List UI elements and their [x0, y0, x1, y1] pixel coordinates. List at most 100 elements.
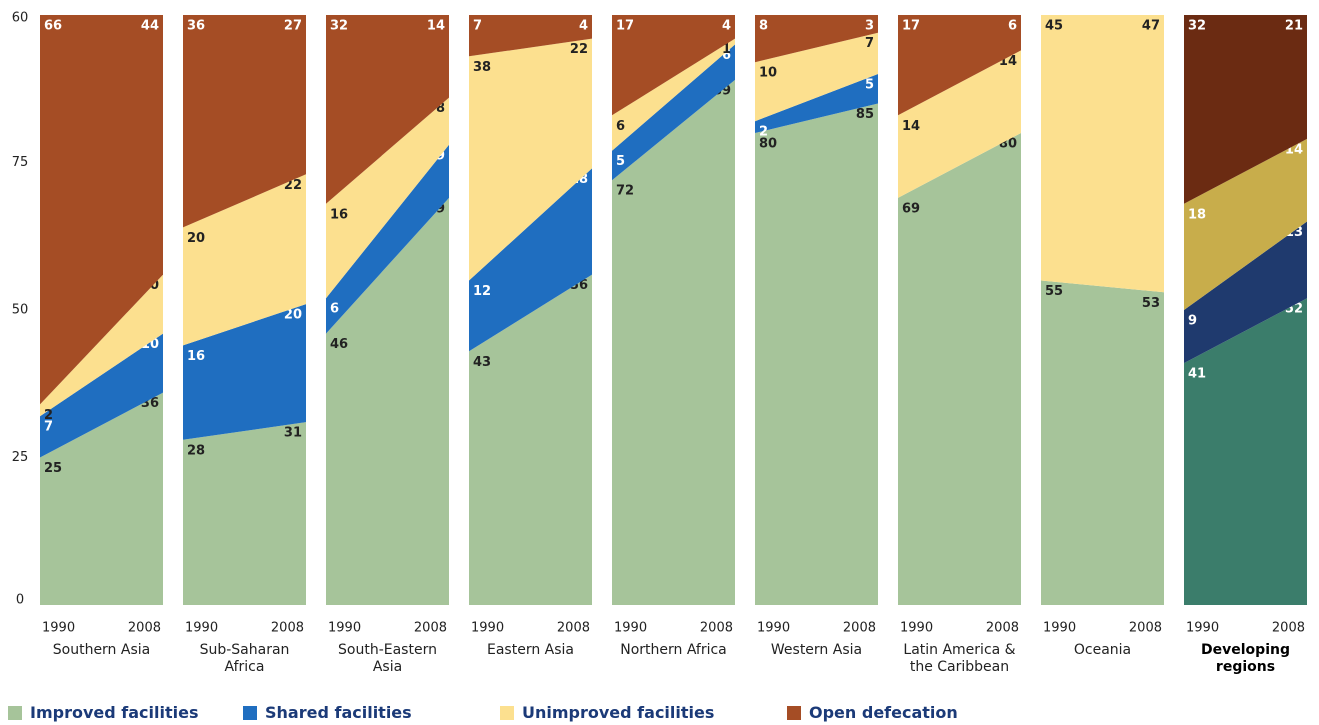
value-label: 7	[865, 36, 874, 51]
value-label: 38	[473, 60, 491, 75]
value-label: 28	[187, 443, 205, 458]
x-tick-label: 1990	[1043, 621, 1076, 636]
panel-name: Southern Asia	[52, 642, 151, 658]
value-label: 17	[902, 19, 920, 34]
area	[469, 38, 592, 281]
area	[1184, 138, 1307, 310]
legend-label: Shared facilities	[265, 703, 412, 722]
value-label: 9	[1188, 314, 1197, 329]
x-tick-label: 1990	[1186, 621, 1219, 636]
panel-name: Sub-Saharan Africa	[199, 642, 290, 675]
legend-label: Unimproved facilities	[522, 703, 715, 722]
area	[755, 74, 878, 133]
value-label: 9	[436, 148, 445, 163]
value-label: 85	[856, 107, 874, 122]
value-label: 53	[1142, 296, 1160, 311]
area	[40, 333, 163, 458]
area	[469, 168, 592, 352]
area	[755, 103, 878, 605]
area	[183, 304, 306, 440]
value-label: 2	[759, 125, 768, 140]
area	[612, 38, 735, 151]
area	[326, 144, 449, 334]
value-label: 4	[579, 19, 588, 34]
value-label: 2	[44, 408, 53, 423]
x-tick-label: 2008	[1272, 621, 1305, 636]
value-label: 20	[284, 308, 302, 323]
area	[40, 274, 163, 417]
value-label: 12	[473, 284, 491, 299]
value-label: 6	[722, 48, 731, 63]
value-label: 43	[473, 355, 491, 370]
value-label: 80	[759, 137, 777, 152]
value-label: 72	[616, 184, 634, 199]
value-label: 22	[570, 42, 588, 57]
y-tick-label: 0	[16, 593, 24, 608]
value-label: 4	[722, 19, 731, 34]
x-tick-label: 2008	[700, 621, 733, 636]
area	[469, 15, 592, 57]
area	[1041, 280, 1164, 605]
x-tick-label: 2008	[1129, 621, 1162, 636]
value-label: 47	[1142, 19, 1160, 34]
value-label: 25	[44, 461, 62, 476]
area	[1041, 15, 1164, 293]
area	[612, 44, 735, 181]
value-label: 10	[759, 66, 777, 81]
value-label: 16	[330, 207, 348, 222]
value-label: 6	[616, 119, 625, 134]
panel-name: Northern Africa	[620, 642, 727, 658]
area	[612, 15, 735, 116]
y-tick-label: 60	[12, 11, 29, 26]
area	[326, 97, 449, 299]
x-tick-label: 2008	[843, 621, 876, 636]
panel-name: Oceania	[1073, 642, 1132, 658]
value-label: 20	[187, 231, 205, 246]
legend-swatch	[500, 706, 514, 720]
value-label: 27	[284, 19, 302, 34]
area	[898, 133, 1021, 605]
value-label: 66	[44, 19, 62, 34]
x-tick-label: 1990	[185, 621, 218, 636]
value-label: 5	[616, 154, 625, 169]
area	[898, 50, 1021, 198]
legend-swatch	[243, 706, 257, 720]
value-label: 31	[284, 426, 302, 441]
x-tick-label: 1990	[614, 621, 647, 636]
area	[326, 197, 449, 605]
x-tick-label: 1990	[42, 621, 75, 636]
area	[40, 15, 163, 405]
value-label: 14	[427, 19, 445, 34]
value-label: 7	[44, 420, 53, 435]
panel-name: Latin America & the Caribbean	[903, 642, 1016, 675]
value-label: 36	[187, 19, 205, 34]
x-tick-label: 1990	[471, 621, 504, 636]
panel-name: South-Eastern Asia	[338, 642, 437, 675]
panel-name: Eastern Asia	[487, 642, 574, 658]
area	[183, 15, 306, 228]
value-label: 46	[330, 337, 348, 352]
value-label: 7	[473, 19, 482, 34]
value-label: 8	[436, 101, 445, 116]
y-tick-label: 75	[12, 155, 29, 170]
value-label: 32	[1188, 19, 1206, 34]
area	[755, 15, 878, 63]
y-tick-label: 25	[12, 450, 29, 465]
x-tick-label: 2008	[128, 621, 161, 636]
panel-name: Developing regions	[1201, 642, 1290, 675]
area	[612, 79, 735, 605]
value-label: 14	[902, 119, 920, 134]
panel-name: Western Asia	[770, 642, 863, 658]
value-label: 6	[330, 302, 339, 317]
x-tick-label: 1990	[328, 621, 361, 636]
area	[40, 392, 163, 605]
legend-swatch	[8, 706, 22, 720]
value-label: 5	[865, 78, 874, 93]
value-label: 21	[1285, 19, 1303, 34]
area	[1184, 298, 1307, 605]
area	[183, 174, 306, 346]
value-label: 18	[1188, 207, 1206, 222]
legend-label: Improved facilities	[30, 703, 199, 722]
